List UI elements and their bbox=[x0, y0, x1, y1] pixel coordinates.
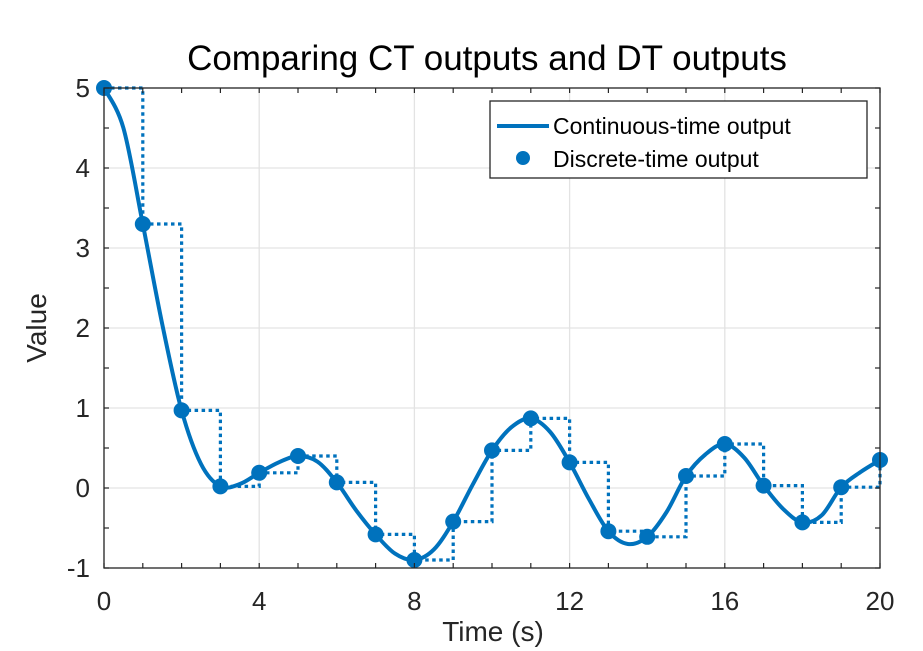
x-tick-label: 0 bbox=[97, 586, 111, 616]
data-point-marker bbox=[328, 474, 345, 491]
chart-title: Comparing CT outputs and DT outputs bbox=[187, 39, 787, 78]
y-tick-label: -1 bbox=[67, 553, 90, 583]
legend-marker-swatch bbox=[516, 151, 530, 165]
legend-entry-continuous: Continuous-time output bbox=[553, 113, 791, 139]
data-point-marker bbox=[522, 410, 539, 427]
y-tick-label: 5 bbox=[76, 73, 90, 103]
x-tick-label: 8 bbox=[407, 586, 421, 616]
legend-box bbox=[489, 100, 868, 179]
y-axis-label: Value bbox=[21, 293, 52, 363]
y-tick-label: 2 bbox=[76, 313, 90, 343]
data-point-marker bbox=[755, 477, 772, 494]
x-tick-label: 4 bbox=[252, 586, 266, 616]
y-tick-label: 1 bbox=[76, 393, 90, 423]
x-tick-label: 16 bbox=[710, 586, 739, 616]
data-point-marker bbox=[212, 478, 229, 495]
data-point-marker bbox=[678, 468, 694, 484]
x-tick-label: 12 bbox=[555, 586, 584, 616]
dt-markers bbox=[96, 80, 888, 568]
data-point-marker bbox=[794, 514, 811, 531]
data-point-marker bbox=[445, 513, 462, 530]
data-point-marker bbox=[561, 454, 578, 471]
data-point-marker bbox=[251, 464, 268, 481]
data-point-marker bbox=[406, 552, 423, 568]
data-point-marker bbox=[600, 523, 617, 540]
x-tick-label: 20 bbox=[866, 586, 895, 616]
data-point-marker bbox=[484, 442, 500, 459]
y-tick-label: 4 bbox=[76, 153, 90, 183]
data-point-marker bbox=[639, 528, 656, 545]
data-point-marker bbox=[716, 436, 733, 452]
y-tick-label: 0 bbox=[76, 473, 90, 503]
data-point-marker bbox=[134, 216, 151, 232]
legend-entry-discrete: Discrete-time output bbox=[553, 146, 759, 172]
x-axis-label: Time (s) bbox=[442, 616, 544, 647]
data-point-marker bbox=[367, 526, 384, 543]
y-tick-label: 3 bbox=[76, 233, 90, 263]
data-point-marker bbox=[833, 479, 850, 496]
legend: Continuous-time output Discrete-time out… bbox=[489, 100, 868, 179]
data-point-marker bbox=[173, 402, 190, 419]
data-point-marker bbox=[290, 448, 306, 464]
